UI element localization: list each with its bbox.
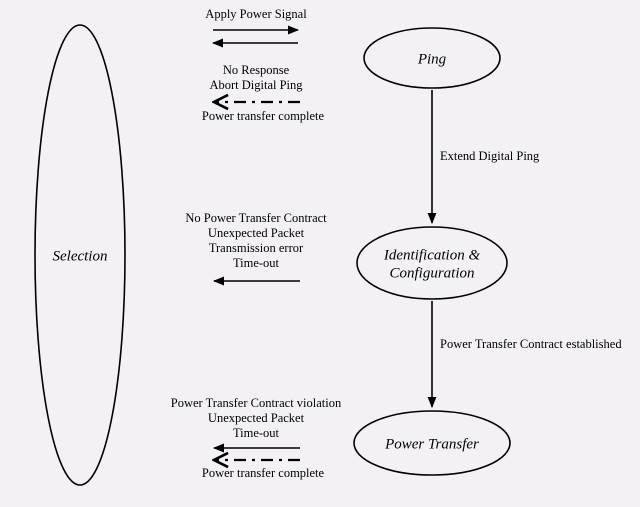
edge-ptc2-label: Power transfer complete xyxy=(202,466,325,480)
edge-back-id-label-1: No Power Transfer Contract xyxy=(185,211,327,225)
edge-extend-ping-label: Extend Digital Ping xyxy=(440,149,540,163)
edge-back-id-label-4: Time-out xyxy=(233,256,280,270)
node-ping-label: Ping xyxy=(417,51,447,67)
edge-no-response-label-2: Abort Digital Ping xyxy=(209,78,303,92)
node-identification-label-1: Identification & xyxy=(383,247,481,263)
edge-ptc1-label: Power transfer complete xyxy=(202,109,325,123)
edge-no-response-label-1: No Response xyxy=(223,63,290,77)
edge-pt-established-label: Power Transfer Contract established xyxy=(440,337,622,351)
node-identification-label-2: Configuration xyxy=(389,265,474,281)
edge-back-pt-label-3: Time-out xyxy=(233,426,280,440)
edge-back-pt-label-2: Unexpected Packet xyxy=(208,411,305,425)
node-power-transfer-label: Power Transfer xyxy=(384,436,479,452)
edge-apply-power-label: Apply Power Signal xyxy=(205,7,307,21)
node-selection-label: Selection xyxy=(53,248,108,264)
edge-back-id-label-3: Transmission error xyxy=(209,241,304,255)
edge-back-id-label-2: Unexpected Packet xyxy=(208,226,305,240)
edge-back-pt-label-1: Power Transfer Contract violation xyxy=(171,396,342,410)
